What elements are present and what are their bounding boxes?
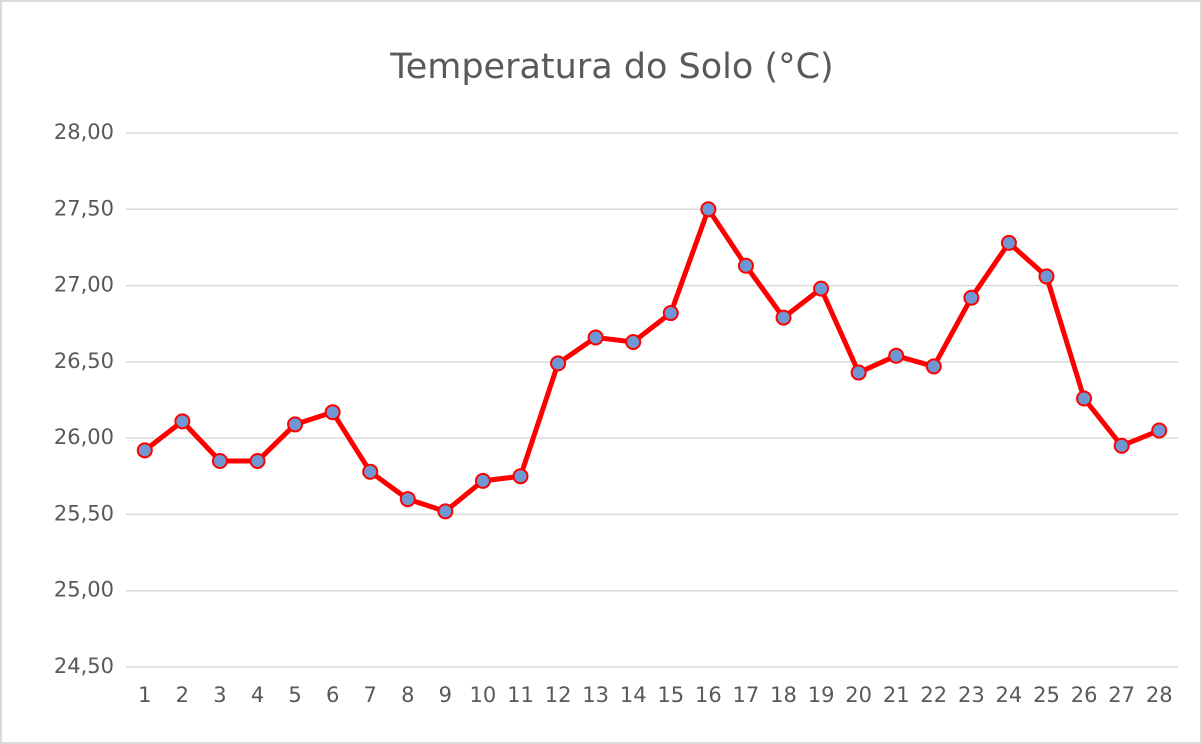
marker xyxy=(963,289,980,306)
marker xyxy=(324,404,341,421)
x-tick-label: 14 xyxy=(620,683,647,707)
y-tick-label: 25,50 xyxy=(54,501,114,525)
marker xyxy=(249,453,266,470)
marker xyxy=(1038,268,1055,285)
marker xyxy=(211,453,228,470)
x-tick-label: 11 xyxy=(507,683,534,707)
x-tick-label: 27 xyxy=(1108,683,1135,707)
marker xyxy=(362,463,379,480)
marker xyxy=(474,472,491,489)
marker xyxy=(174,413,191,430)
x-tick-label: 20 xyxy=(845,683,872,707)
y-tick-label: 27,50 xyxy=(54,196,114,220)
x-tick-label: 24 xyxy=(996,683,1023,707)
x-tick-label: 15 xyxy=(657,683,684,707)
y-tick-label: 26,00 xyxy=(54,425,114,449)
marker xyxy=(1151,422,1168,439)
marker xyxy=(737,257,754,274)
marker xyxy=(625,334,642,351)
marker xyxy=(287,416,304,433)
x-tick-label: 13 xyxy=(582,683,609,707)
x-tick-label: 19 xyxy=(808,683,835,707)
x-tick-label: 4 xyxy=(251,683,264,707)
x-tick-label: 17 xyxy=(733,683,760,707)
x-tick-label: 23 xyxy=(958,683,985,707)
x-tick-label: 25 xyxy=(1033,683,1060,707)
x-tick-label: 18 xyxy=(770,683,797,707)
x-tick-label: 26 xyxy=(1071,683,1098,707)
x-tick-label: 22 xyxy=(920,683,947,707)
y-tick-label: 28,00 xyxy=(54,120,114,144)
marker xyxy=(512,468,529,485)
x-tick-label: 6 xyxy=(326,683,339,707)
x-tick-label: 21 xyxy=(883,683,910,707)
x-tick-label: 9 xyxy=(439,683,452,707)
marker xyxy=(437,503,454,520)
x-tick-label: 8 xyxy=(401,683,414,707)
x-tick-label: 16 xyxy=(695,683,722,707)
x-tick-label: 7 xyxy=(364,683,377,707)
marker xyxy=(888,347,905,364)
marker xyxy=(1000,234,1017,251)
marker xyxy=(775,309,792,326)
marker xyxy=(587,329,604,346)
y-tick-label: 24,50 xyxy=(54,654,114,678)
x-tick-label: 3 xyxy=(213,683,226,707)
x-tick-label: 2 xyxy=(176,683,189,707)
marker xyxy=(813,280,830,297)
y-tick-label: 27,00 xyxy=(54,273,114,297)
marker xyxy=(399,491,416,508)
x-tick-label: 28 xyxy=(1146,683,1173,707)
x-tick-label: 1 xyxy=(138,683,151,707)
marker xyxy=(1113,437,1130,454)
y-tick-label: 26,50 xyxy=(54,349,114,373)
marker xyxy=(1076,390,1093,407)
marker xyxy=(925,358,942,375)
marker xyxy=(550,355,567,372)
x-tick-label: 5 xyxy=(288,683,301,707)
marker xyxy=(700,201,717,218)
x-tick-label: 12 xyxy=(545,683,572,707)
marker xyxy=(662,305,679,322)
line xyxy=(143,206,1161,514)
y-tick-label: 25,00 xyxy=(54,578,114,602)
marker xyxy=(136,442,153,459)
marker xyxy=(850,364,867,381)
chart-title: Temperatura do Solo (°C) xyxy=(389,47,833,87)
x-tick-label: 10 xyxy=(470,683,497,707)
